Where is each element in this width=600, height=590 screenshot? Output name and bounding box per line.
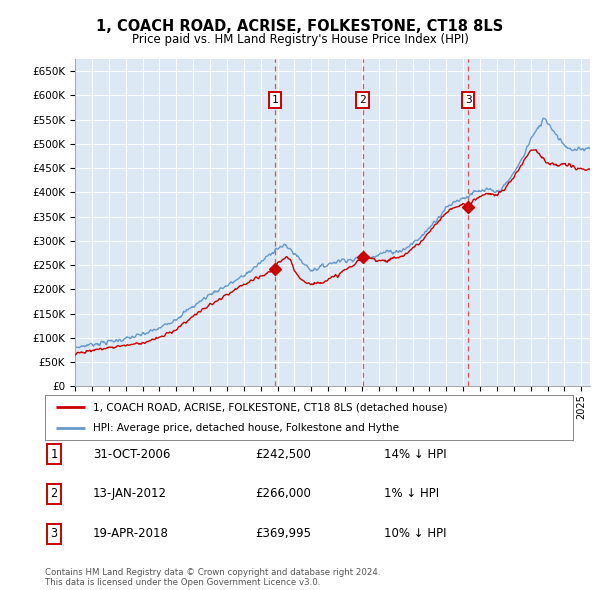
Text: £369,995: £369,995 [255,527,311,540]
Text: 1: 1 [50,448,58,461]
Text: 3: 3 [50,527,58,540]
Text: £242,500: £242,500 [255,448,311,461]
Text: 13-JAN-2012: 13-JAN-2012 [93,487,167,500]
Text: 2: 2 [50,487,58,500]
Text: 3: 3 [465,95,472,105]
Text: This data is licensed under the Open Government Licence v3.0.: This data is licensed under the Open Gov… [45,578,320,587]
Text: 31-OCT-2006: 31-OCT-2006 [93,448,170,461]
Text: 14% ↓ HPI: 14% ↓ HPI [384,448,446,461]
Text: 1: 1 [271,95,278,105]
Text: HPI: Average price, detached house, Folkestone and Hythe: HPI: Average price, detached house, Folk… [92,422,398,432]
Text: 19-APR-2018: 19-APR-2018 [93,527,169,540]
Text: 1, COACH ROAD, ACRISE, FOLKESTONE, CT18 8LS: 1, COACH ROAD, ACRISE, FOLKESTONE, CT18 … [97,19,503,34]
Text: Price paid vs. HM Land Registry's House Price Index (HPI): Price paid vs. HM Land Registry's House … [131,33,469,46]
Text: 1% ↓ HPI: 1% ↓ HPI [384,487,439,500]
Text: Contains HM Land Registry data © Crown copyright and database right 2024.: Contains HM Land Registry data © Crown c… [45,568,380,576]
Text: £266,000: £266,000 [255,487,311,500]
Text: 2: 2 [359,95,366,105]
Text: 10% ↓ HPI: 10% ↓ HPI [384,527,446,540]
Text: 1, COACH ROAD, ACRISE, FOLKESTONE, CT18 8LS (detached house): 1, COACH ROAD, ACRISE, FOLKESTONE, CT18 … [92,402,447,412]
